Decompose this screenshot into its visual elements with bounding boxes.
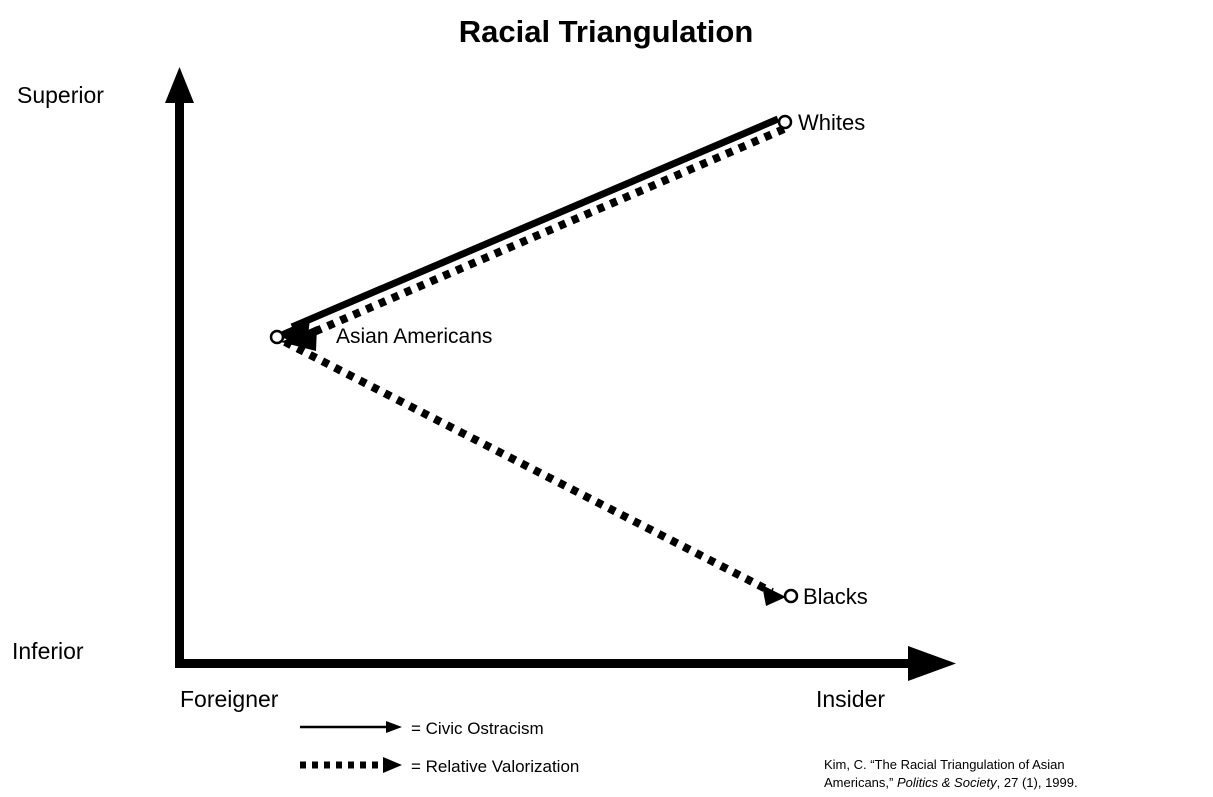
connection-relative-valorization-blacks: [283, 338, 786, 606]
legend-label-civic-ostracism: = Civic Ostracism: [411, 719, 544, 738]
x-axis-arrowhead-icon: [908, 646, 956, 681]
civic-ostracism-line: [290, 115, 780, 331]
relative-valorization-blacks-line: [283, 338, 774, 596]
node-marker-blacks[interactable]: [783, 588, 799, 604]
connection-civic-ostracism: [272, 115, 780, 344]
node-label-whites: Whites: [798, 110, 865, 135]
x-axis-left-label: Foreigner: [180, 686, 279, 712]
node-label-asian-americans: Asian Americans: [336, 325, 492, 348]
legend-dotted-arrowhead-icon: [383, 757, 402, 773]
y-axis-bottom-label: Inferior: [12, 638, 84, 664]
citation-line-1: Kim, C. “The Racial Triangulation of Asi…: [824, 757, 1065, 772]
connection-relative-valorization-whites: [281, 125, 786, 351]
citation-line-2-prefix: Americans,”: [824, 775, 897, 790]
relative-valorization-blacks-arrowhead-icon: [762, 585, 786, 606]
citation-journal-title: Politics & Society: [897, 775, 998, 790]
y-axis-arrowhead-icon: [165, 67, 194, 103]
citation-line-2-suffix: , 27 (1), 1999.: [997, 775, 1078, 790]
relative-valorization-whites-arrowhead-icon: [281, 326, 317, 351]
citation: Kim, C. “The Racial Triangulation of Asi…: [824, 757, 1078, 790]
x-axis: [175, 646, 956, 681]
citation-line-2: Americans,” Politics & Society, 27 (1), …: [824, 775, 1078, 790]
y-axis-shaft: [175, 92, 184, 665]
legend-label-relative-valorization: = Relative Valorization: [411, 757, 579, 776]
node-marker-whites[interactable]: [777, 114, 793, 130]
x-axis-right-label: Insider: [816, 686, 885, 712]
y-axis: [165, 67, 194, 665]
legend-solid-arrowhead-icon: [386, 721, 402, 733]
relative-valorization-whites-line: [298, 125, 786, 342]
node-marker-asian-americans[interactable]: [269, 329, 285, 345]
y-axis-top-label: Superior: [17, 82, 104, 108]
legend-item-civic-ostracism[interactable]: = Civic Ostracism: [300, 719, 544, 738]
x-axis-shaft: [175, 659, 920, 668]
legend-item-relative-valorization[interactable]: = Relative Valorization: [300, 757, 579, 776]
diagram-title: Racial Triangulation: [459, 14, 754, 49]
legend: = Civic Ostracism = Relative Valorizatio…: [300, 719, 579, 776]
node-label-blacks: Blacks: [803, 584, 868, 609]
